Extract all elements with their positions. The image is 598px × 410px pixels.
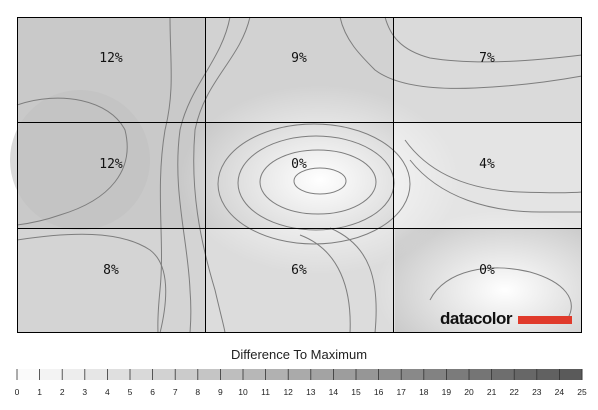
legend-swatch xyxy=(514,369,538,380)
legend-swatch xyxy=(310,369,334,380)
legend-swatch xyxy=(107,369,131,380)
legend-swatch xyxy=(423,369,447,380)
legend-swatch xyxy=(152,369,176,380)
cell-label-r2-c1: 12% xyxy=(99,157,123,172)
legend-tick-label: 9 xyxy=(218,387,223,397)
legend-swatch xyxy=(175,369,199,380)
legend-tick-label: 0 xyxy=(15,387,20,397)
legend-tick-label: 15 xyxy=(351,387,361,397)
legend-tick-label: 23 xyxy=(532,387,542,397)
legend-tick-label: 22 xyxy=(509,387,519,397)
legend-swatch xyxy=(39,369,63,380)
legend-swatch xyxy=(446,369,470,380)
legend-swatch xyxy=(378,369,402,380)
cell-label-r2-c2: 0% xyxy=(291,157,307,172)
cell-label-r3-c2: 6% xyxy=(291,263,307,278)
legend-swatch xyxy=(220,369,244,380)
legend-tick-label: 19 xyxy=(442,387,452,397)
legend-swatch xyxy=(288,369,312,380)
legend-swatch xyxy=(401,369,425,380)
legend-tick-label: 8 xyxy=(195,387,200,397)
legend-tick-label: 1 xyxy=(37,387,42,397)
legend-swatch xyxy=(243,369,267,380)
contour-line xyxy=(217,123,411,245)
legend-tick-label: 17 xyxy=(396,387,406,397)
contour-line xyxy=(404,139,583,194)
legend-tick-label: 25 xyxy=(577,387,587,397)
legend-swatch xyxy=(265,369,289,380)
legend-tick-label: 18 xyxy=(419,387,429,397)
legend-swatch xyxy=(469,369,493,380)
legend-swatch xyxy=(197,369,221,380)
legend-tick-label: 3 xyxy=(82,387,87,397)
legend-swatch xyxy=(536,369,560,380)
contour-line xyxy=(429,267,572,319)
legend-tick-label: 21 xyxy=(487,387,497,397)
legend-swatch xyxy=(62,369,86,380)
datacolor-logo-bar xyxy=(518,316,572,324)
contour-line xyxy=(16,233,167,334)
legend-swatch xyxy=(356,369,380,380)
heatmap-shading xyxy=(10,17,598,370)
contour-line xyxy=(339,16,583,89)
legend-swatch xyxy=(17,369,41,380)
contour-line xyxy=(177,16,231,334)
contour-line xyxy=(16,97,128,226)
legend-tick-label: 24 xyxy=(555,387,565,397)
cell-label-r1-c1: 12% xyxy=(99,51,123,66)
cell-labels: 12% 9% 7% 12% 0% 4% 8% 6% 0% xyxy=(99,51,495,278)
legend-tick-label: 10 xyxy=(238,387,248,397)
heatmap-frame xyxy=(17,17,582,333)
legend-tick-label: 4 xyxy=(105,387,110,397)
legend-tick-label: 6 xyxy=(150,387,155,397)
legend-tick-label: 14 xyxy=(329,387,339,397)
legend-tick-label: 13 xyxy=(306,387,316,397)
cell-label-r3-c3: 0% xyxy=(479,263,495,278)
contour-line xyxy=(293,167,347,195)
legend-tick-label: 5 xyxy=(128,387,133,397)
legend-tick-label: 12 xyxy=(283,387,293,397)
legend-scale: 0 1 2 3 4 5 6 7 8 9 10 11 12 13 14 15 16 17 18 19 20 21 22 23 24… xyxy=(15,369,587,397)
legend-swatch xyxy=(333,369,357,380)
contour-line xyxy=(329,227,377,334)
contour-line xyxy=(259,149,377,215)
contour-line xyxy=(299,234,351,334)
datacolor-logo-text: datacolor xyxy=(440,309,513,328)
contour-line xyxy=(157,16,172,334)
legend-title: Difference To Maximum xyxy=(230,347,368,362)
legend-tick-label: 2 xyxy=(60,387,65,397)
cell-label-r1-c3: 7% xyxy=(479,51,495,66)
cell-label-r1-c2: 9% xyxy=(291,51,307,66)
contour-line xyxy=(193,16,251,334)
legend-swatch xyxy=(559,369,583,380)
legend-tick-label: 11 xyxy=(261,387,270,397)
legend-swatch xyxy=(130,369,154,380)
cell-label-r3-c1: 8% xyxy=(103,263,119,278)
legend-swatch xyxy=(84,369,108,380)
legend-swatch xyxy=(491,369,515,380)
grid-lines xyxy=(17,17,582,333)
contour-line xyxy=(409,159,582,213)
legend-tick-label: 20 xyxy=(464,387,474,397)
legend-tick-label: 16 xyxy=(374,387,384,397)
datacolor-logo: datacolor xyxy=(440,309,572,328)
cell-label-r2-c3: 4% xyxy=(479,157,495,172)
legend-tick-label: 7 xyxy=(173,387,178,397)
